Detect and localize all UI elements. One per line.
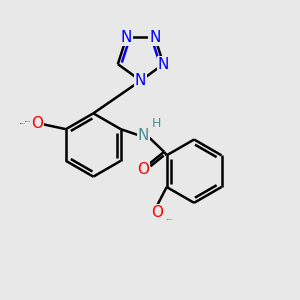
Text: H: H — [152, 117, 161, 130]
Text: methoxy: methoxy — [167, 219, 173, 220]
Text: N: N — [138, 128, 149, 143]
Text: methoxy: methoxy — [25, 121, 32, 122]
Text: N: N — [121, 30, 132, 45]
Text: N: N — [158, 57, 169, 72]
Text: methoxy: methoxy — [20, 122, 26, 124]
Text: O: O — [137, 162, 149, 177]
Text: N: N — [149, 30, 160, 45]
Text: N: N — [135, 73, 146, 88]
Text: O: O — [151, 205, 163, 220]
Text: O: O — [32, 116, 44, 131]
